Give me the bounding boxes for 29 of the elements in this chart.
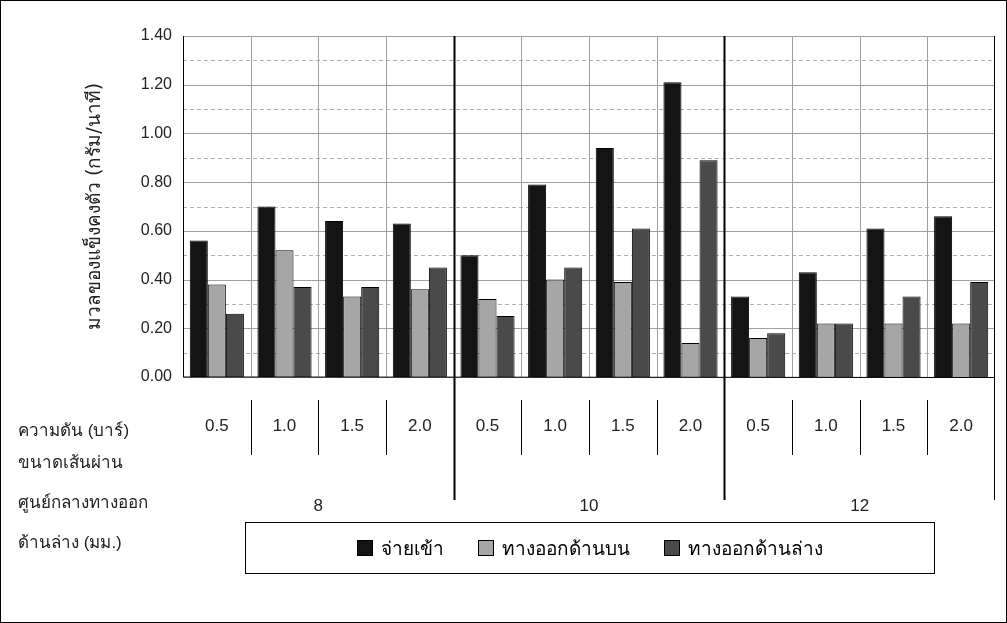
x-tick-label: 1.0	[542, 416, 568, 436]
x-tick-label: 1.5	[339, 416, 365, 436]
x-tick-label: 1.0	[271, 416, 298, 436]
y-tick-label: 1.40	[140, 26, 173, 44]
legend-label: ทางออกด้านบน	[502, 537, 630, 561]
x-tick-label: 2.0	[407, 416, 433, 436]
x-tick-label: 0.5	[474, 416, 501, 436]
x-tick-label: 2.0	[677, 416, 704, 436]
text: 8	[312, 496, 325, 516]
y-tick-label: 0.60	[140, 221, 173, 239]
x-tick-label: 0.5	[204, 416, 230, 436]
legend-label: จ่ายเข้า	[381, 537, 444, 561]
y-tick-label: 1.20	[140, 75, 173, 93]
x-tick-label: 1.5	[610, 416, 636, 436]
y-tick-label: 0.80	[140, 172, 173, 190]
y-tick-label: 1.00	[140, 123, 173, 141]
x-tick-label: 1.0	[813, 416, 839, 436]
text: 10	[578, 496, 600, 516]
text: 12	[849, 496, 871, 516]
y-tick-label: 0.40	[140, 269, 173, 287]
x-tick-label: 2.0	[948, 416, 974, 436]
y-tick-label: 0.00	[140, 367, 173, 385]
text: ขนาดเส้นผ่านศูนย์กลางทางออกด้านล่าง (มม.)	[18, 453, 148, 552]
y-tick-label: 0.20	[140, 318, 173, 336]
x-tick-label: 1.5	[880, 416, 907, 436]
x-axis-title: ความดัน (บาร์)	[18, 420, 130, 442]
legend-label: ทางออกด้านล่าง	[688, 537, 823, 561]
y-axis-title: มวลของแข็งคงตัว (กรัม/นาที)	[81, 82, 105, 331]
x-tick-label: 0.5	[745, 416, 771, 436]
